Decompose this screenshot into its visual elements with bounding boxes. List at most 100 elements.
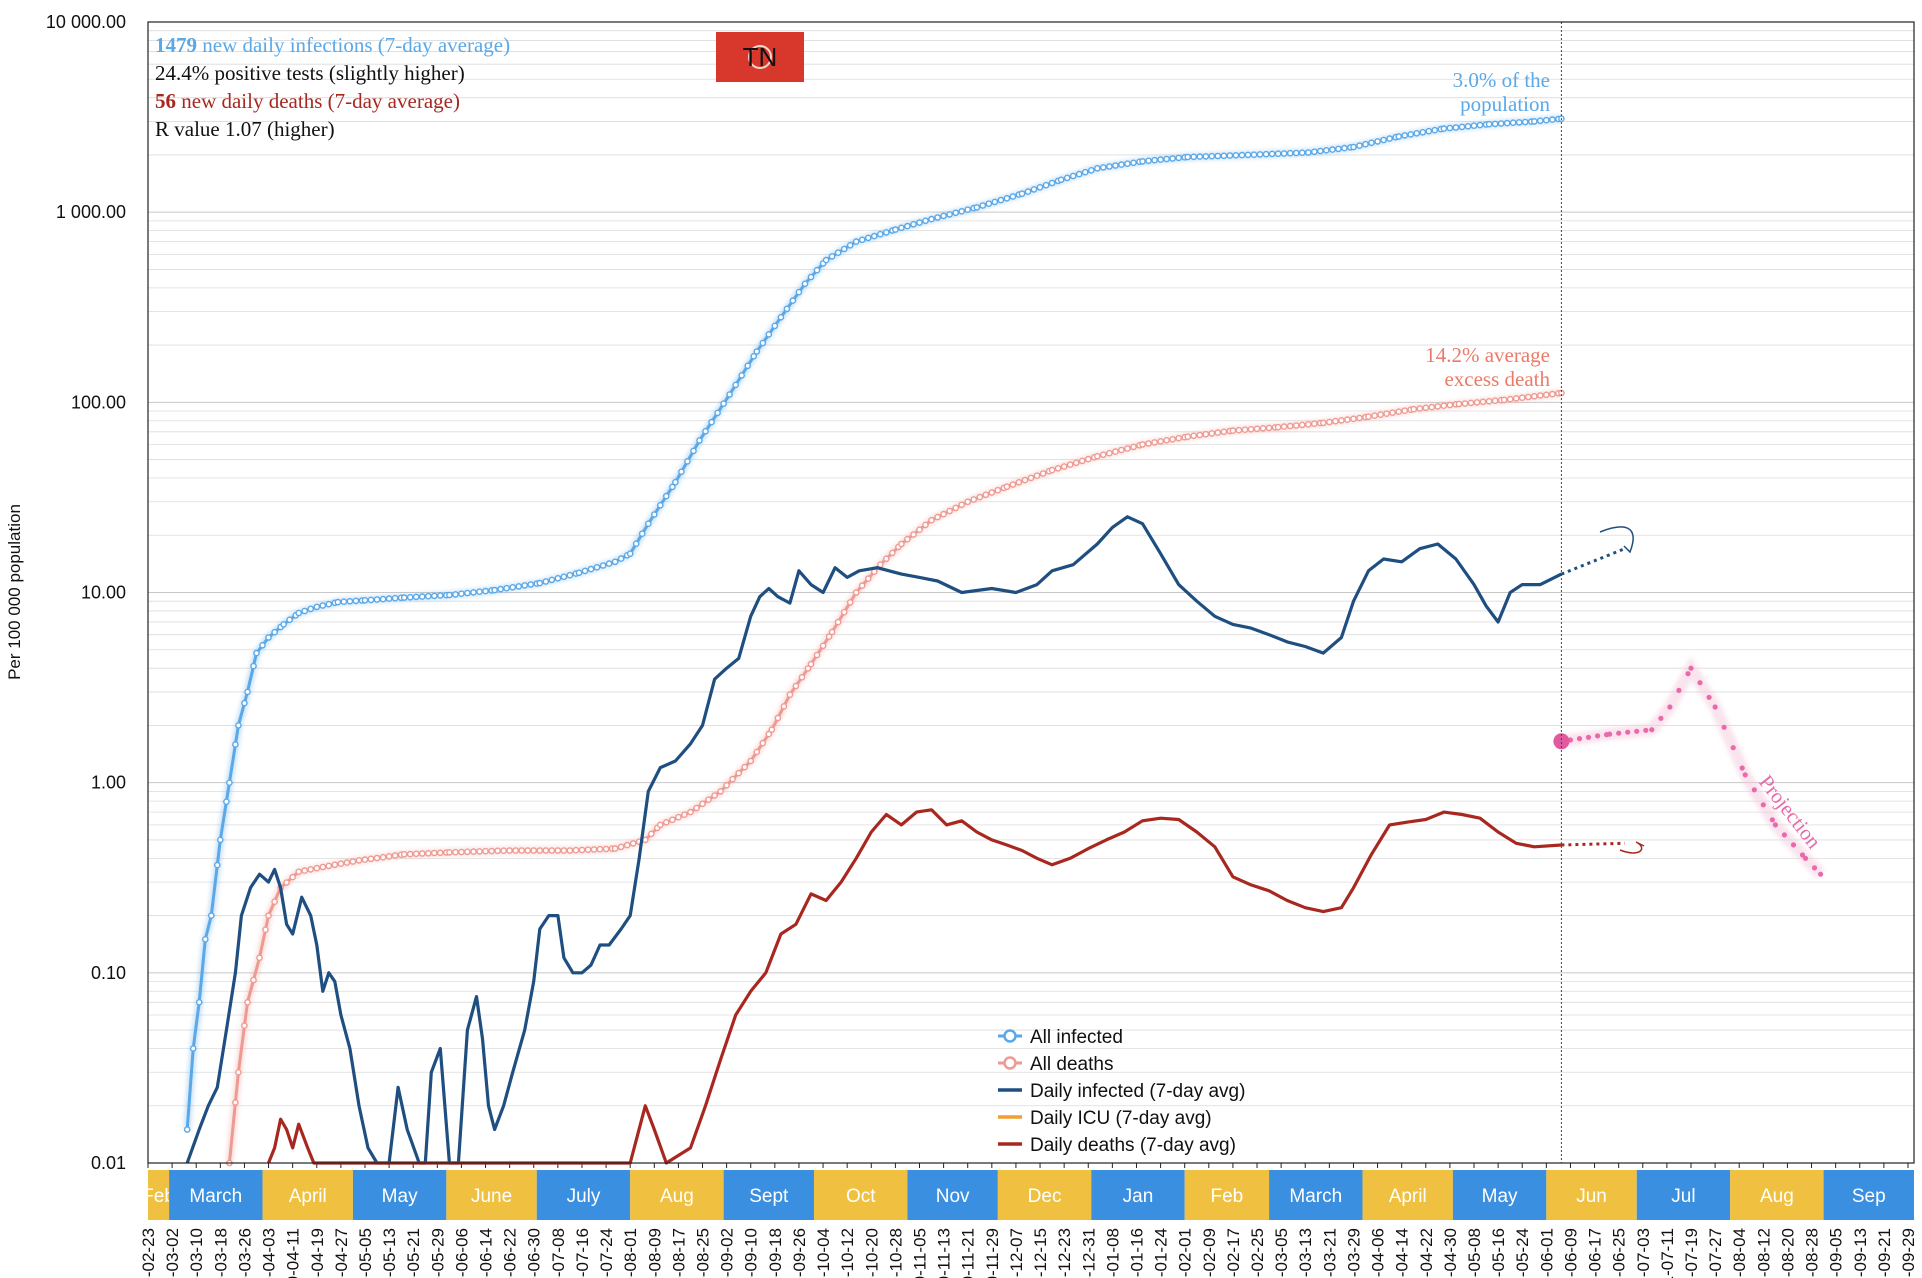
month-label: Sep (1852, 1186, 1886, 1207)
all-deaths-point (391, 852, 399, 859)
all-infected-point (1139, 158, 1146, 165)
all-infected-point (1262, 150, 1270, 158)
date-tick-label: 2020-07-08 (549, 1228, 568, 1278)
all-infected-point (964, 206, 972, 213)
all-infected-point (690, 447, 697, 455)
date-tick-label: 2020-12-31 (1079, 1228, 1098, 1278)
all-infected-point (503, 584, 510, 592)
legend-item-daily-deaths: Daily deaths (7-day avg) (998, 1135, 1236, 1156)
all-infected-point (979, 202, 987, 209)
date-tick-label: 2020-08-01 (621, 1228, 640, 1278)
all-deaths-point (1332, 417, 1339, 425)
all-infected-point (1470, 122, 1478, 129)
pink-projection-point (1625, 729, 1631, 735)
infections-annotation: 1479 new daily infections (7-day average… (155, 33, 510, 57)
legend-label-daily-infected: Daily infected (7-day avg) (1030, 1081, 1245, 1102)
month-label: Jun (1576, 1186, 1607, 1207)
all-deaths-point (828, 628, 836, 636)
date-tick-label: 2020-05-21 (404, 1228, 423, 1278)
all-infected-point (1497, 120, 1505, 127)
date-tick-label: 2020-03-18 (211, 1228, 230, 1278)
legend-item-all-deaths: All deaths (998, 1054, 1113, 1075)
all-infected-point (1232, 151, 1240, 159)
date-tick-label: 2020-06-06 (452, 1228, 471, 1278)
month-band-sept (723, 1170, 815, 1220)
all-deaths-point (723, 782, 730, 789)
all-infected-point (783, 305, 791, 313)
all-deaths-point (1163, 436, 1170, 444)
all-deaths-point (1395, 408, 1402, 416)
all-deaths-point (1485, 397, 1493, 405)
all-deaths-point (1100, 451, 1107, 459)
all-deaths-point (1208, 430, 1216, 437)
date-tick-label: 2021-05-24 (1513, 1228, 1532, 1278)
all-infected-point (1395, 133, 1402, 140)
date-tick-label: 2020-11-21 (959, 1228, 978, 1278)
all-infected-point (1431, 126, 1439, 134)
month-label: Feb (1211, 1186, 1244, 1207)
all-infected-point (997, 196, 1005, 204)
month-bar: Feb March April May June July Aug Sept Oct Nov Dec… (142, 1170, 1914, 1220)
date-tick-label: 2021-01-24 (1152, 1228, 1171, 1278)
all-infected-point (871, 232, 878, 240)
all-deaths-point (1344, 416, 1351, 423)
all-deaths-point (669, 816, 676, 824)
all-deaths-point (265, 912, 272, 919)
all-infected-point (807, 273, 815, 281)
all-deaths-point (629, 840, 637, 847)
all-infected-point (858, 236, 866, 244)
all-infected-point (1024, 188, 1032, 195)
all-infected-point (1042, 181, 1050, 189)
all-infected-point (446, 591, 453, 599)
pink-projection-point (1595, 733, 1601, 739)
all-deaths-point (834, 618, 842, 626)
all-infected-point (765, 331, 773, 338)
pink-projection-point (1760, 802, 1766, 808)
all-deaths-point (500, 847, 507, 855)
all-deaths-point (1066, 461, 1074, 468)
all-deaths-point (792, 682, 800, 690)
all-deaths-point (325, 862, 333, 870)
all-infected-point (542, 578, 550, 585)
all-deaths-point (313, 864, 321, 872)
all-deaths-point (1518, 394, 1526, 402)
date-tick-label: 2020-07-16 (573, 1228, 592, 1278)
all-deaths-point (355, 857, 363, 864)
all-infected-point (400, 594, 408, 601)
date-tick-label: 2020-09-26 (790, 1228, 809, 1278)
all-deaths-point (717, 788, 724, 795)
all-infected-point (436, 592, 444, 599)
all-deaths-point (759, 739, 767, 747)
all-infected-point (852, 238, 860, 245)
all-deaths-point (482, 847, 489, 855)
all-deaths-point (747, 757, 755, 765)
all-infected-point (548, 576, 556, 584)
all-infected-point (1401, 132, 1408, 139)
population-annotation-line2: population (1460, 92, 1550, 116)
all-deaths-point (1253, 425, 1261, 433)
all-infected-point (657, 501, 664, 509)
all-infected-point (593, 564, 601, 571)
date-tick-label: 2021-05-16 (1489, 1228, 1508, 1278)
all-deaths-point (623, 841, 631, 849)
pink-projection-point (1576, 736, 1583, 742)
date-tick-label: 2021-03-05 (1272, 1228, 1291, 1278)
all-deaths-point (1220, 428, 1228, 436)
excess-death-annotation-line1: 14.2% average (1425, 343, 1550, 367)
all-infected-point (295, 609, 303, 617)
month-band-june (446, 1170, 537, 1220)
date-tick-label: 2020-11-29 (983, 1228, 1002, 1278)
all-deaths-point (786, 691, 794, 699)
y-axis-label: Per 100 000 population (5, 504, 24, 680)
all-infected-point (232, 741, 239, 748)
all-deaths-point (1027, 474, 1035, 482)
all-deaths-point (928, 516, 935, 524)
all-infected-point (482, 587, 489, 595)
all-deaths-point (1461, 400, 1469, 407)
all-deaths-point (464, 848, 471, 856)
all-infected-point (223, 798, 230, 806)
all-infected-point (301, 607, 309, 615)
all-deaths-point (262, 926, 269, 934)
all-infected-point (750, 352, 758, 360)
month-band-jun (1546, 1170, 1637, 1220)
